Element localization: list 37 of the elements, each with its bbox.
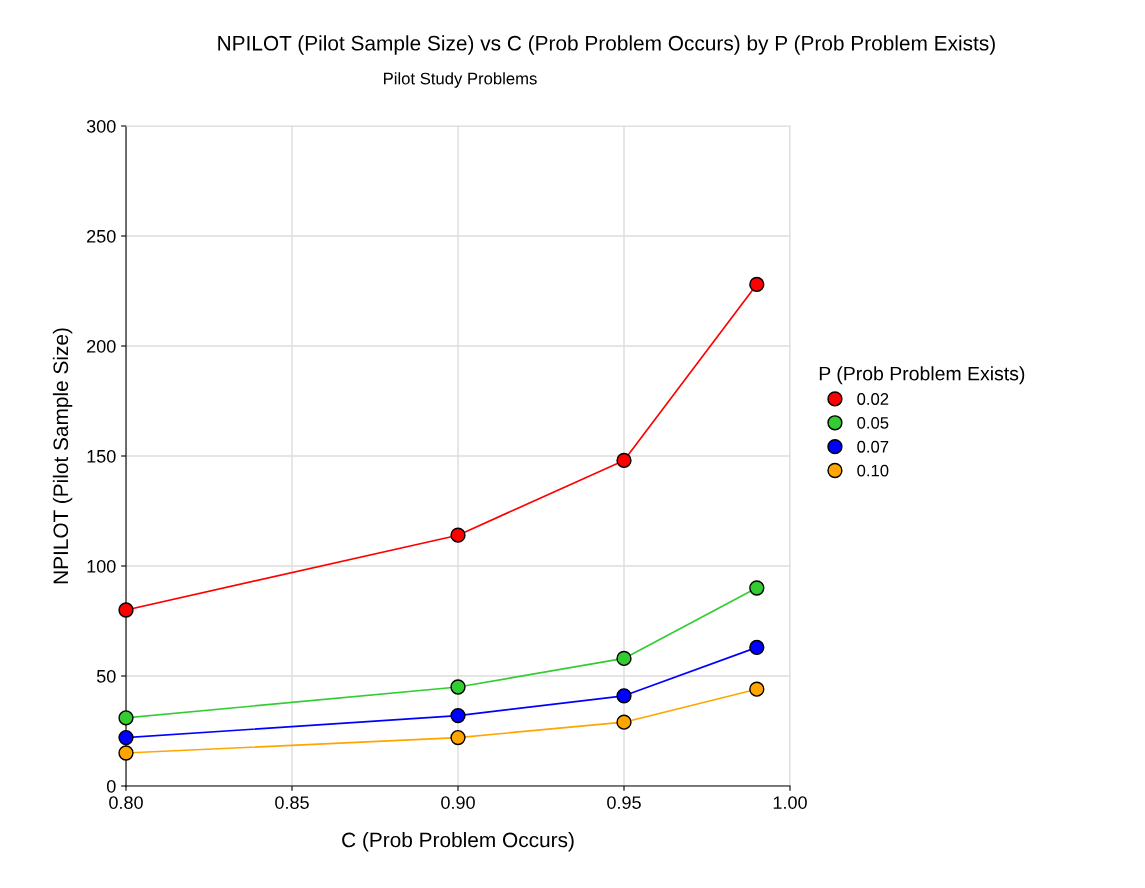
y-tick-label: 50 xyxy=(96,669,116,683)
point xyxy=(749,580,765,596)
point xyxy=(616,714,632,730)
y-tick-label: 300 xyxy=(86,119,116,133)
y-tick-label: 200 xyxy=(87,339,116,353)
chart-title: NPILOT (Pilot Sample Size) vs C (Prob Problem Occurs) by P (Prob Problem Exists) xyxy=(218,35,995,55)
point xyxy=(616,688,632,704)
y-tick-label: 100 xyxy=(87,559,116,573)
point xyxy=(616,452,632,469)
x-tick-label: 0.85 xyxy=(275,796,309,809)
legend-label: 0.07 xyxy=(857,440,889,453)
x-axis-title: C (Prob Problem Occurs) xyxy=(342,832,574,852)
x-tick-label: 1.00 xyxy=(773,796,807,809)
legend-label: 0.02 xyxy=(857,393,889,405)
point xyxy=(616,650,632,667)
point xyxy=(118,729,134,746)
legend-label: 0.05 xyxy=(857,416,889,429)
x-tick-label: 0.90 xyxy=(441,796,475,809)
legend-title: P (Prob Problem Exists) xyxy=(819,366,1025,385)
point xyxy=(450,527,466,543)
point xyxy=(118,602,134,618)
point xyxy=(450,707,466,724)
y-axis-title: NPILOT (Pilot Sample Size) xyxy=(52,328,73,584)
point xyxy=(118,745,134,761)
y-tick-label: 150 xyxy=(87,449,116,463)
point xyxy=(450,679,466,695)
y-tick-label: 250 xyxy=(87,229,116,243)
x-tick-label: 0.80 xyxy=(109,796,143,809)
x-tick-label: 0.95 xyxy=(607,796,641,809)
point xyxy=(749,681,765,697)
point xyxy=(749,276,765,293)
point xyxy=(749,639,765,656)
legend-label: 0.10 xyxy=(857,464,889,477)
point xyxy=(450,729,466,746)
point xyxy=(118,710,134,726)
chart-subtitle: Pilot Study Problems xyxy=(384,72,537,88)
y-tick-label: 0 xyxy=(106,779,116,793)
